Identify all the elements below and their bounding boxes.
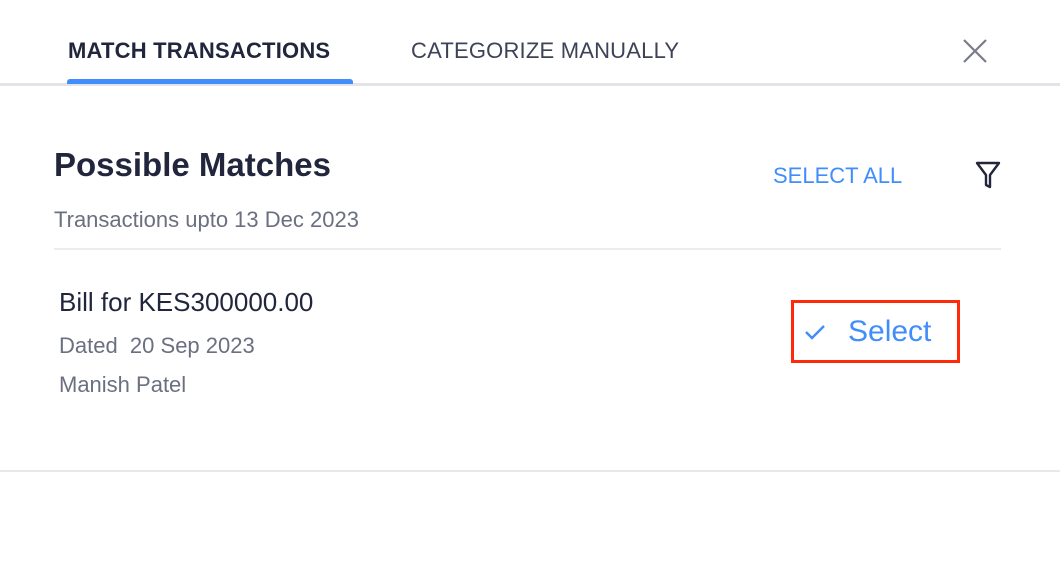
date-range-subtitle: Transactions upto 13 Dec 2023 (54, 207, 359, 232)
divider (0, 470, 1060, 472)
select-match-button[interactable]: Select (791, 300, 960, 363)
match-title: Bill for KES300000.00 (59, 287, 314, 317)
select-all-button[interactable]: SELECT ALL (773, 163, 903, 188)
divider (54, 248, 1001, 250)
page-title: Possible Matches (54, 146, 331, 183)
active-tab-indicator (67, 79, 353, 84)
filter-icon[interactable] (974, 159, 1002, 191)
tab-categorize-manually[interactable]: CATEGORIZE MANUALLY (411, 38, 680, 63)
tab-match-transactions[interactable]: MATCH TRANSACTIONS (68, 38, 331, 63)
match-contact: Manish Patel (59, 372, 187, 397)
tab-bar: MATCH TRANSACTIONS CATEGORIZE MANUALLY (0, 0, 1060, 86)
check-icon (805, 324, 825, 340)
match-date: Dated 20 Sep 2023 (59, 333, 255, 358)
close-icon[interactable] (960, 36, 990, 66)
select-label: Select (848, 314, 932, 348)
